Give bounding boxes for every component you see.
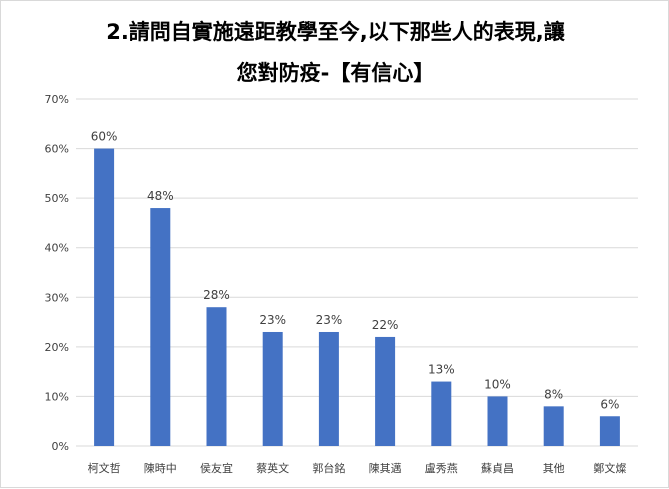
y-tick-label: 50% — [45, 192, 69, 205]
y-tick-label: 40% — [45, 242, 69, 255]
y-tick-label: 70% — [45, 93, 69, 106]
data-label: 13% — [428, 363, 455, 377]
data-label: 60% — [91, 130, 118, 144]
x-tick-label: 侯友宜 — [200, 461, 233, 475]
x-tick-label: 其他 — [543, 462, 565, 475]
bar — [318, 331, 339, 446]
x-tick-label: 鄭文燦 — [593, 461, 626, 475]
data-label: 23% — [316, 313, 343, 327]
x-tick-label: 蘇貞昌 — [481, 462, 514, 475]
x-tick-label: 陳其邁 — [369, 461, 402, 475]
bar — [487, 396, 508, 446]
bar — [375, 336, 396, 446]
data-label: 23% — [259, 313, 286, 327]
y-tick-label: 30% — [45, 291, 69, 304]
data-label: 22% — [372, 318, 399, 332]
bar — [262, 331, 283, 446]
data-label: 28% — [203, 288, 230, 302]
data-label: 6% — [600, 397, 619, 411]
data-label: 8% — [544, 387, 563, 401]
x-tick-label: 柯文哲 — [88, 461, 121, 475]
bar — [599, 416, 620, 446]
data-label: 48% — [147, 189, 174, 203]
y-tick-label: 60% — [45, 143, 69, 156]
bar — [150, 208, 171, 446]
chart-title-line-2: 您對防疫-【有信心】 — [236, 61, 435, 85]
bar — [206, 307, 227, 446]
bar — [543, 406, 564, 446]
x-tick-label: 盧秀燕 — [425, 461, 458, 475]
y-tick-label: 10% — [45, 390, 69, 403]
bar — [431, 381, 452, 446]
x-tick-label: 郭台銘 — [312, 461, 345, 475]
chart-title-line-1: 2.請問自實施遠距教學至今,以下那些人的表現,讓 — [106, 20, 565, 44]
x-tick-label: 蔡英文 — [256, 461, 289, 475]
y-tick-label: 0% — [52, 440, 69, 453]
y-tick-label: 20% — [45, 341, 69, 354]
bar — [94, 148, 115, 447]
data-label: 10% — [484, 377, 511, 391]
x-tick-label: 陳時中 — [144, 462, 177, 475]
